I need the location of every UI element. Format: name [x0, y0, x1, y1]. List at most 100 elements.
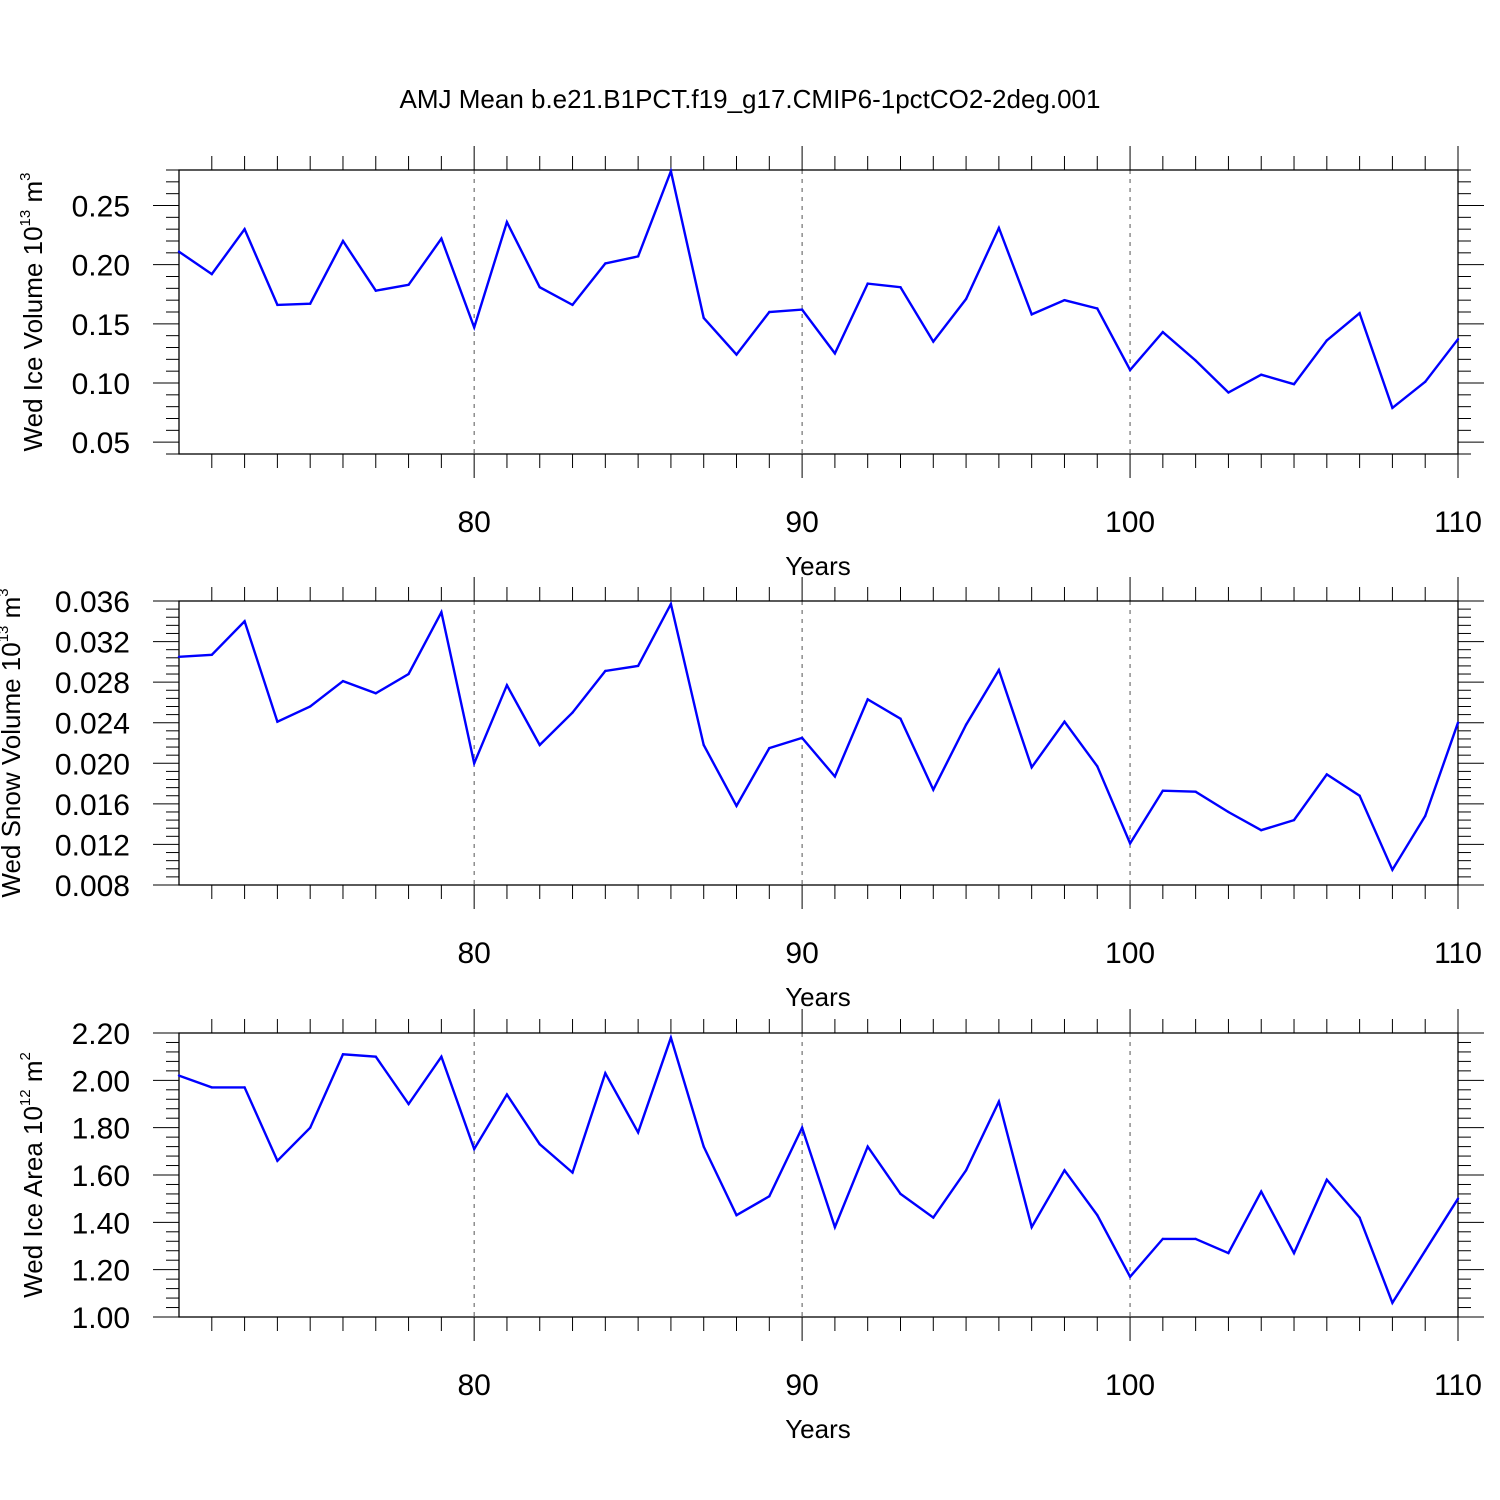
data-point [997, 226, 1001, 230]
data-point [1358, 311, 1361, 315]
data-point [669, 602, 673, 606]
y-axis-label-unit: m [18, 181, 48, 210]
data-point [1227, 810, 1230, 814]
data-point [735, 1214, 738, 1217]
x-tick-label: 80 [457, 937, 490, 970]
x-axis-label: Years [785, 551, 851, 581]
data-point [1161, 330, 1165, 334]
data-point [308, 1126, 312, 1129]
data-point [177, 1074, 181, 1077]
data-point [341, 1053, 345, 1056]
data-point [636, 1131, 640, 1134]
y-tick-label: 0.036 [55, 586, 130, 619]
data-point [374, 692, 377, 695]
data-point [866, 1145, 869, 1148]
series-line [178, 167, 1459, 410]
data-point [866, 282, 869, 285]
data-point [440, 237, 443, 240]
y-axis-label-unit-exp: 3 [0, 588, 12, 596]
data-point [768, 1195, 771, 1198]
data-point [604, 262, 607, 265]
data-point [571, 711, 574, 714]
data-point [210, 1086, 213, 1089]
data-point [964, 1169, 968, 1172]
y-axis-label-unit-exp: 2 [17, 1052, 34, 1060]
y-axis-label-main: Wed Snow Volume 10 [0, 642, 26, 897]
data-point [1424, 380, 1427, 384]
data-point [636, 664, 640, 668]
y-tick-label: 1.60 [72, 1160, 130, 1193]
data-point [1030, 1225, 1033, 1229]
y-axis-label-unit: m [0, 597, 26, 626]
data-point [800, 1126, 804, 1129]
y-axis-label-main: Wed Ice Area 10 [18, 1106, 48, 1298]
y-tick-label: 0.028 [55, 667, 130, 700]
plot-frame [178, 600, 1459, 886]
data-point [1292, 818, 1296, 822]
chart-panel-1: 80 90 100 110 Years 0.05 0.10 0.15 0.20 0.25 Wed I… [17, 146, 1484, 581]
data-point [505, 220, 509, 224]
data-point [407, 1102, 410, 1106]
data-point [1325, 773, 1329, 776]
data-point [1063, 298, 1066, 302]
y-tick-label: 0.016 [55, 789, 130, 822]
y-axis-label: Wed Ice Area 1012 m2 [17, 1052, 48, 1298]
y-tick-label: 1.00 [72, 1302, 130, 1335]
data-point [1063, 1169, 1066, 1172]
data-point [1292, 1251, 1296, 1255]
x-tick-label: 80 [457, 1369, 490, 1402]
chart-panel-3: 80 90 100 110 Years 1.00 1.20 1.40 1.60 1.80 2.00 2… [17, 1009, 1484, 1444]
data-point [407, 672, 410, 676]
y-tick-label: 0.10 [72, 368, 130, 401]
data-point [964, 723, 968, 726]
data-point [702, 1145, 705, 1148]
data-point [1391, 406, 1394, 410]
data-point [1227, 1251, 1230, 1255]
data-point [276, 1159, 279, 1163]
data-point [636, 255, 640, 258]
data-point [538, 285, 541, 289]
data-point [243, 620, 246, 623]
data-point [374, 1055, 377, 1058]
data-point [308, 705, 312, 708]
y-tick-label: 0.012 [55, 829, 130, 862]
data-point [1456, 1197, 1460, 1200]
data-point [1194, 1237, 1197, 1241]
data-point [177, 250, 181, 253]
data-point [538, 743, 541, 747]
y-tick-label: 1.20 [72, 1255, 130, 1288]
data-point [604, 1072, 607, 1075]
data-point [472, 762, 476, 765]
data-point [1424, 1249, 1427, 1252]
data-point [1325, 1178, 1329, 1181]
data-point [800, 308, 804, 311]
data-point [735, 804, 738, 808]
x-tick-label: 90 [785, 506, 818, 539]
data-point [341, 239, 345, 243]
data-point [899, 717, 902, 720]
data-point [1260, 1190, 1263, 1193]
data-point [866, 698, 869, 701]
data-point [833, 1225, 837, 1229]
data-point [210, 653, 213, 656]
data-point [538, 1143, 541, 1146]
data-point [932, 788, 935, 791]
data-point [899, 1192, 902, 1196]
x-tick-label: 100 [1105, 937, 1155, 970]
plot-frame [178, 169, 1459, 455]
data-point [1391, 1301, 1394, 1305]
data-point [177, 655, 181, 658]
data-point [1260, 829, 1263, 832]
data-point [1096, 1214, 1099, 1217]
y-axis-label-main: Wed Ice Volume 10 [18, 226, 48, 451]
chart-panel-2: 80 90 100 110 Years 0.008 0.012 0.016 0.020 0.024… [0, 577, 1484, 1012]
y-tick-label: 0.024 [55, 708, 130, 741]
y-tick-label: 0.15 [72, 309, 130, 342]
data-point [1260, 373, 1263, 376]
y-tick-label: 0.032 [55, 627, 130, 660]
x-tick-label: 110 [1434, 937, 1482, 970]
data-point [341, 679, 345, 683]
x-tick-label: 90 [785, 1369, 818, 1402]
y-axis-label-exp: 12 [17, 1089, 34, 1106]
